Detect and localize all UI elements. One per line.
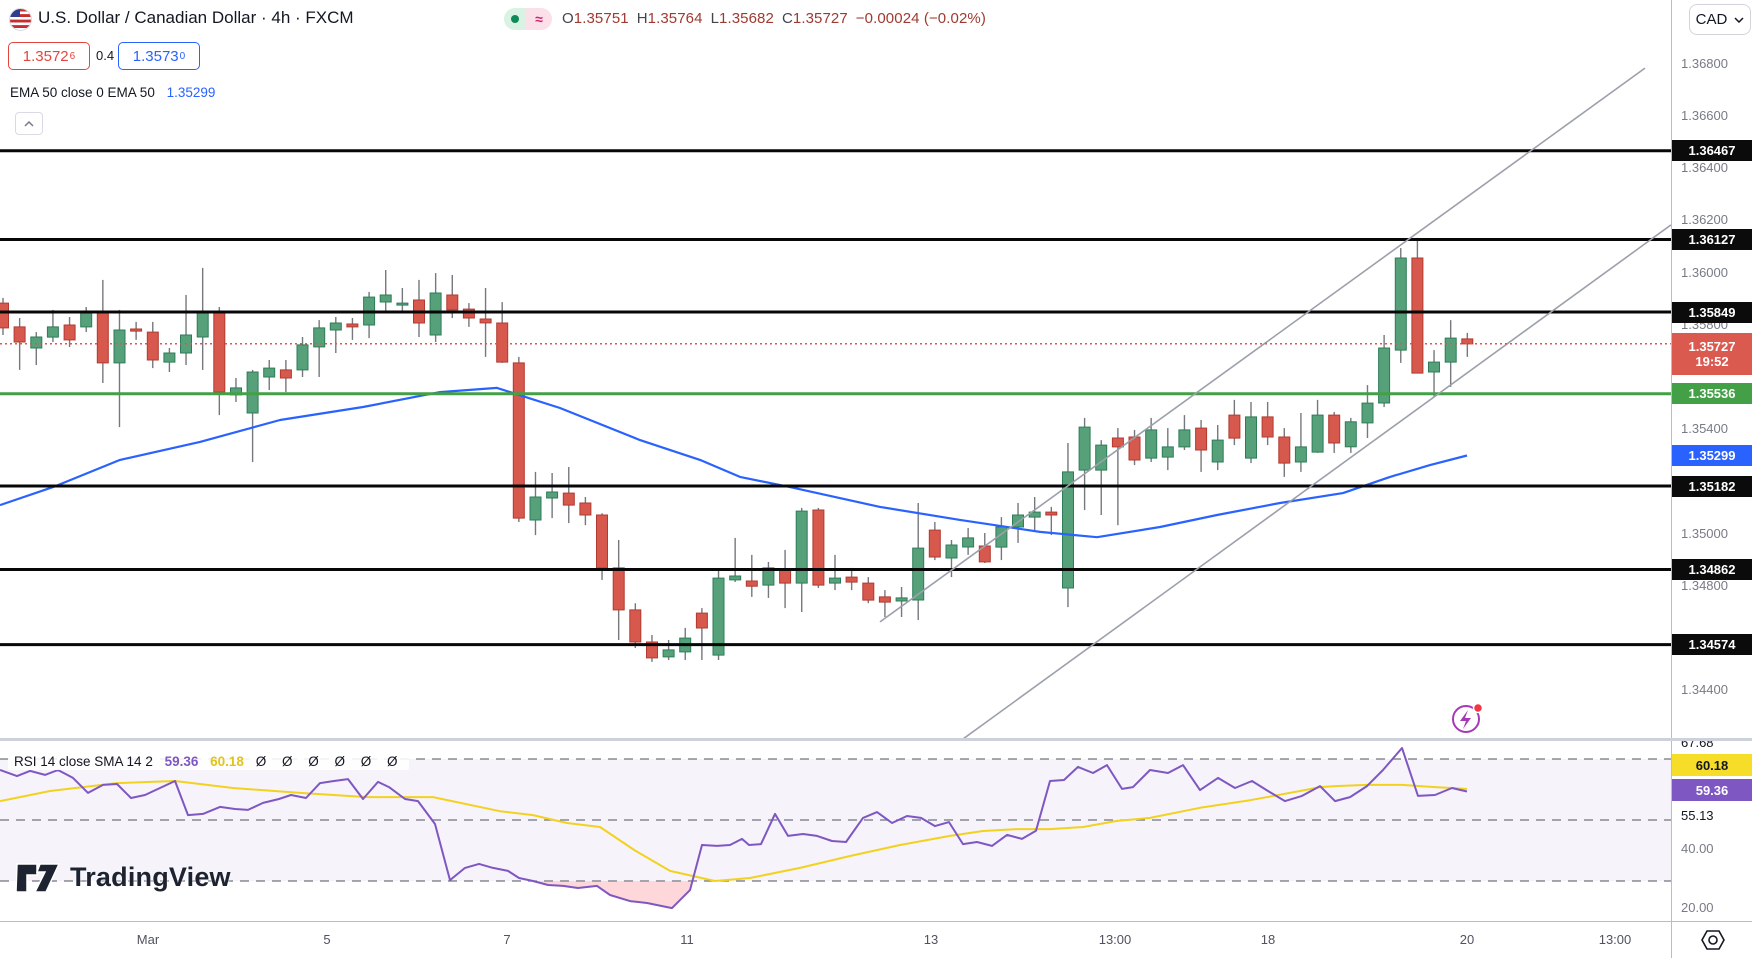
ema-value: 1.35299 (166, 85, 216, 100)
bar-countdown: 19:52 (1695, 354, 1729, 369)
price-axis-badge: 1.36127 (1672, 229, 1752, 250)
time-axis-divider (0, 921, 1752, 922)
currency-selector[interactable]: CAD (1689, 4, 1751, 35)
price-axis-badge: 1.35182 (1672, 476, 1752, 497)
price-axis-tick: 1.36400 (1681, 160, 1728, 175)
time-axis-label: 11 (680, 932, 694, 947)
price-axis-tick: 1.36600 (1681, 108, 1728, 123)
collapse-legend-button[interactable] (15, 112, 43, 135)
market-open-dot-icon (504, 8, 526, 30)
ohlc-key: O (562, 10, 574, 27)
pane-divider[interactable] (0, 738, 1752, 741)
price-change: −0.00024 (−0.02%) (855, 10, 986, 27)
price-axis-badge: 1.35727 19:52 (1672, 333, 1752, 375)
time-axis-label: 5 (323, 932, 331, 947)
rsi-empty-plots: Ø Ø Ø Ø Ø Ø (255, 754, 404, 769)
rsi-axis-tick: 20.00 (1681, 900, 1714, 915)
rsi-value: 59.36 (164, 754, 199, 769)
time-axis-label: 20 (1459, 932, 1475, 947)
price-axis-badge: 1.35849 (1672, 302, 1752, 323)
spread-value: 0.4 (96, 48, 115, 63)
rsi-axis-badge: 59.36 (1672, 779, 1752, 801)
price-axis-badge: 1.35536 (1672, 383, 1752, 404)
time-axis-label: 13:00 (1598, 932, 1632, 947)
us-flag-icon (9, 8, 32, 31)
price-axis-tick: 1.34400 (1681, 682, 1728, 697)
price-axis-tick: 1.35000 (1681, 526, 1728, 541)
tradingview-logo-icon (16, 862, 60, 893)
chevron-down-icon (1734, 16, 1744, 23)
price-axis-tick: 1.34800 (1681, 578, 1728, 593)
price-axis-tick: 1.35400 (1681, 421, 1728, 436)
price-axis-badge: 1.36467 (1672, 140, 1752, 161)
ohlc-value: 1.35751 (573, 10, 629, 27)
price-axis-tick: 1.36200 (1681, 212, 1728, 227)
time-axis-label: 7 (503, 932, 511, 947)
flash-alert-icon[interactable] (1450, 701, 1486, 737)
time-axis-label: Mar (136, 932, 160, 947)
ema-indicator-legend[interactable]: EMA 50 close 0 EMA 50 1.35299 (10, 85, 216, 100)
price-axis-tick: 1.36000 (1681, 265, 1728, 280)
rsi-sma-axis-badge: 60.18 (1672, 754, 1752, 776)
tradingview-logo[interactable]: TradingView (16, 862, 231, 893)
price-axis-badge: 1.35299 (1672, 445, 1752, 466)
ohlc-key: C (781, 10, 793, 27)
time-axis-label: 13:00 (1098, 932, 1132, 947)
symbol-title[interactable]: U.S. Dollar / Canadian Dollar · 4h · FXC… (38, 8, 354, 27)
market-status-pills[interactable]: ≈ (504, 8, 552, 30)
price-axis-badge: 1.34574 (1672, 634, 1752, 655)
ohlc-value: 1.35727 (792, 10, 848, 27)
time-axis-label: 18 (1260, 932, 1276, 947)
rsi-sma-value: 60.18 (210, 754, 244, 769)
sell-button[interactable]: 1.3572 6 (8, 42, 90, 70)
time-axis-settings-icon[interactable] (1700, 929, 1726, 951)
ohlc-key: L (710, 10, 720, 27)
buy-button[interactable]: 1.3573 0 (118, 42, 200, 70)
rsi-axis-tick: 40.00 (1681, 841, 1714, 856)
chevron-up-icon (24, 120, 34, 127)
rsi-axis-tick: 55.13 (1681, 808, 1714, 823)
delayed-data-icon: ≈ (526, 8, 552, 30)
ohlc-value: 1.35764 (647, 10, 703, 27)
ohlc-readout: O1.35751 H1.35764 L1.35682 C1.35727 −0.00024… (562, 10, 986, 27)
price-scale-divider[interactable] (1671, 0, 1672, 958)
ohlc-value: 1.35682 (719, 10, 774, 27)
time-axis-label: 13 (923, 932, 939, 947)
rsi-axis-top-label: 67.68 (1681, 741, 1714, 750)
price-axis-tick: 1.36800 (1681, 56, 1728, 71)
rsi-indicator-legend[interactable]: RSI 14 close SMA 14 2 59.36 60.18 Ø Ø Ø … (8, 753, 410, 770)
price-axis-badge: 1.34862 (1672, 559, 1752, 580)
ohlc-key: H (636, 10, 648, 27)
